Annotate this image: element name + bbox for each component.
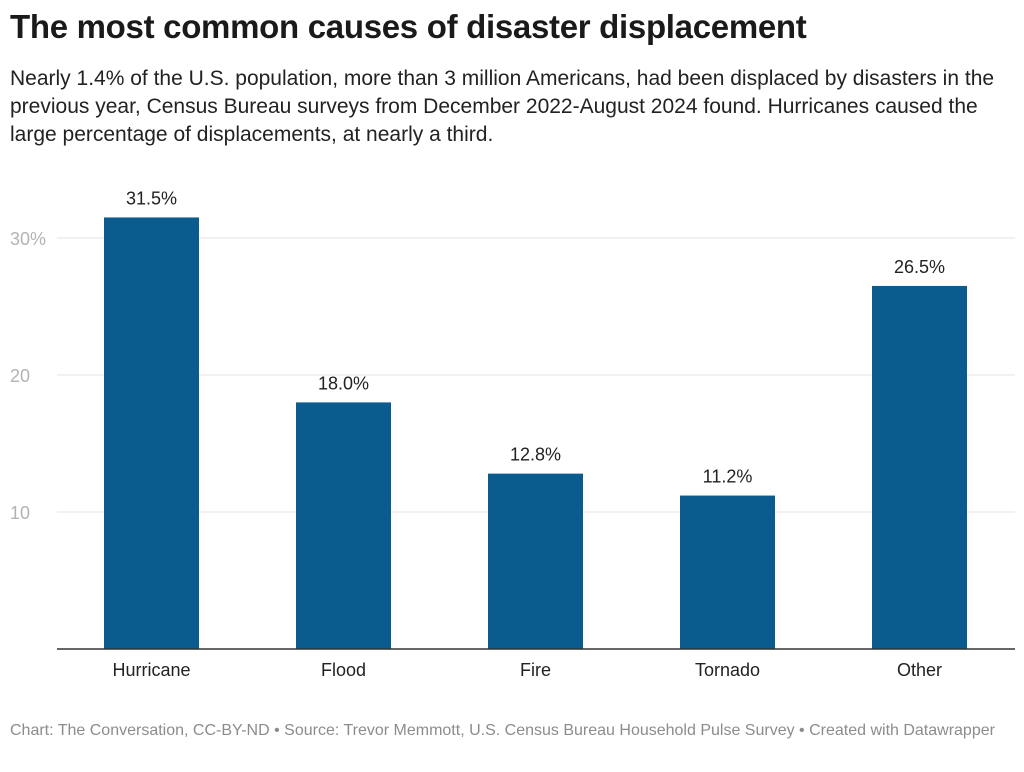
data-label: 11.2% bbox=[703, 467, 753, 487]
x-tick-label: Tornado bbox=[695, 660, 760, 680]
x-tick-label: Other bbox=[897, 660, 942, 680]
chart-title: The most common causes of disaster displ… bbox=[10, 8, 807, 45]
data-label: 26.5% bbox=[894, 257, 945, 277]
bar-tornado bbox=[680, 495, 775, 649]
y-tick-label: 20 bbox=[10, 366, 30, 386]
chart-subtitle: Nearly 1.4% of the U.S. population, more… bbox=[10, 67, 995, 146]
bar-fire bbox=[488, 473, 583, 649]
y-tick-label: 10 bbox=[10, 503, 30, 523]
data-label: 31.5% bbox=[126, 188, 177, 208]
bar-chart: 10 20 30% 31.5% Hurricane 18.0% Flood 12.8% Fire… bbox=[10, 188, 1015, 680]
x-tick-label: Flood bbox=[321, 660, 366, 680]
x-tick-label: Fire bbox=[520, 660, 551, 680]
bar-other bbox=[872, 285, 967, 649]
bar-flood bbox=[296, 402, 391, 649]
y-tick-label: 30% bbox=[10, 229, 46, 249]
data-label: 12.8% bbox=[510, 445, 561, 465]
bar-hurricane bbox=[104, 217, 199, 649]
data-label: 18.0% bbox=[318, 373, 369, 393]
chart-footer: Chart: The Conversation, CC-BY-ND • Sour… bbox=[10, 722, 995, 739]
x-tick-label: Hurricane bbox=[112, 660, 190, 680]
